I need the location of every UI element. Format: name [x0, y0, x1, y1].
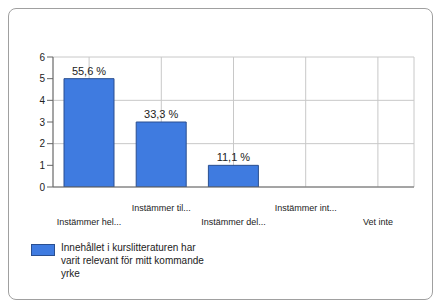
svg-text:Instämmer int...: Instämmer int...: [275, 203, 337, 213]
svg-text:33,3 %: 33,3 %: [144, 108, 178, 120]
svg-text:1: 1: [39, 160, 45, 171]
svg-text:Instämmer hel...: Instämmer hel...: [57, 217, 122, 227]
svg-text:55,6 %: 55,6 %: [72, 65, 106, 77]
svg-text:0: 0: [39, 182, 45, 193]
svg-text:3: 3: [39, 117, 45, 128]
svg-text:Instämmer til...: Instämmer til...: [132, 203, 191, 213]
svg-text:6: 6: [39, 52, 45, 63]
svg-text:Instämmer del...: Instämmer del...: [201, 217, 266, 227]
html-text:Innehållet i kurslitteraturen: Innehållet i kurslitteraturen har varit …: [61, 242, 204, 279]
svg-text:4: 4: [39, 95, 45, 106]
svg-text:2: 2: [39, 138, 45, 149]
svg-text:11,1 %: 11,1 %: [217, 151, 251, 163]
svg-text:Vet inte: Vet inte: [363, 217, 393, 227]
svg-text:5: 5: [39, 73, 45, 84]
